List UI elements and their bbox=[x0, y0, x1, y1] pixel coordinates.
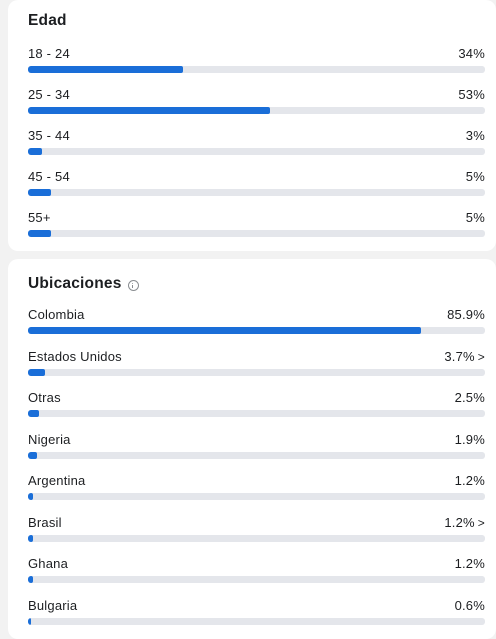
row-value: 34% bbox=[458, 46, 485, 61]
age-title: Edad bbox=[28, 12, 67, 30]
location-row: Nigeria 1.9% bbox=[28, 432, 485, 464]
row-label: Otras bbox=[28, 390, 61, 405]
row-value-text: 0.6% bbox=[454, 597, 485, 613]
progress-bar-fill bbox=[28, 327, 421, 334]
progress-bar-track bbox=[28, 576, 485, 583]
row-value-text: 1.2% bbox=[454, 473, 485, 488]
row-value: 85.9% bbox=[447, 307, 485, 322]
location-row: Ghana 1.2% bbox=[28, 556, 485, 588]
row-label: Bulgaria bbox=[28, 597, 78, 613]
progress-bar-fill bbox=[28, 368, 45, 376]
age-row: 45 - 54 5% bbox=[28, 169, 485, 201]
row-label: 55+ bbox=[28, 210, 51, 225]
info-icon[interactable] bbox=[127, 279, 139, 291]
row-label: 18 - 24 bbox=[28, 46, 70, 61]
row-value-text: 85.9% bbox=[447, 307, 485, 322]
progress-bar-track bbox=[28, 493, 485, 500]
row-value: 5% bbox=[466, 210, 485, 225]
row-label: Estados Unidos bbox=[28, 348, 122, 364]
row-value-text: 5% bbox=[465, 210, 485, 225]
chevron-right-icon[interactable]: > bbox=[477, 515, 485, 530]
age-row: 35 - 44 3% bbox=[28, 128, 485, 160]
progress-bar-track bbox=[28, 107, 485, 114]
location-row: Argentina 1.2% bbox=[28, 473, 485, 505]
row-value: 53% bbox=[458, 87, 485, 102]
progress-bar-fill bbox=[28, 66, 184, 73]
progress-bar-fill bbox=[28, 534, 34, 542]
progress-bar-track bbox=[28, 230, 485, 237]
age-card: Edad 18 - 24 34% 25 - 34 53% 35 - 44 3% 45 - 5… bbox=[8, 0, 496, 251]
row-value-text: 1.2% bbox=[454, 556, 485, 571]
progress-bar-fill bbox=[28, 230, 51, 237]
age-row: 18 - 24 34% bbox=[28, 46, 485, 78]
progress-bar-fill bbox=[28, 189, 51, 196]
location-row[interactable]: Estados Unidos 3.7% > bbox=[28, 349, 485, 381]
locations-title: Ubicaciones bbox=[28, 275, 139, 293]
progress-bar-track bbox=[28, 534, 485, 542]
progress-bar-fill bbox=[28, 107, 271, 114]
progress-bar-track bbox=[28, 617, 485, 625]
age-title-text: Edad bbox=[28, 12, 67, 29]
row-value-text: 1.9% bbox=[454, 431, 485, 447]
progress-bar-fill bbox=[28, 493, 34, 500]
row-value: 2.5% bbox=[455, 390, 485, 405]
row-label: 45 - 54 bbox=[28, 169, 70, 184]
progress-bar-track bbox=[28, 368, 485, 376]
row-value-text: 1.2% bbox=[444, 514, 475, 530]
progress-bar-track bbox=[28, 410, 485, 417]
chevron-right-icon[interactable]: > bbox=[477, 349, 485, 364]
row-label: Brasil bbox=[28, 514, 62, 530]
row-value-text: 34% bbox=[458, 46, 485, 61]
progress-bar-fill bbox=[28, 148, 42, 155]
row-label: Argentina bbox=[28, 473, 86, 488]
row-value: 5% bbox=[466, 169, 485, 184]
location-row: Bulgaria 0.6% bbox=[28, 598, 485, 630]
row-label: 25 - 34 bbox=[28, 87, 70, 102]
progress-bar-track bbox=[28, 327, 485, 334]
row-value-text: 3% bbox=[465, 128, 485, 143]
progress-bar-fill bbox=[28, 451, 37, 459]
row-value: 1.2% > bbox=[444, 515, 485, 530]
row-label: Nigeria bbox=[28, 431, 71, 447]
locations-card: Ubicaciones Colombia 85.9% Estados Unidos 3… bbox=[8, 259, 496, 639]
location-row: Otras 2.5% bbox=[28, 390, 485, 422]
location-row[interactable]: Brasil 1.2% > bbox=[28, 515, 485, 547]
age-row: 25 - 34 53% bbox=[28, 87, 485, 119]
row-label: Colombia bbox=[28, 307, 85, 322]
age-row: 55+ 5% bbox=[28, 210, 485, 242]
row-value: 1.9% bbox=[455, 432, 485, 447]
progress-bar-track bbox=[28, 451, 485, 459]
location-row: Colombia 85.9% bbox=[28, 307, 485, 339]
row-value: 0.6% bbox=[455, 598, 485, 613]
row-label: 35 - 44 bbox=[28, 128, 70, 143]
progress-bar-fill bbox=[28, 410, 40, 417]
row-label: Ghana bbox=[28, 556, 69, 571]
row-value: 1.2% bbox=[455, 556, 485, 571]
row-value-text: 3.7% bbox=[444, 348, 475, 364]
progress-bar-fill bbox=[28, 617, 31, 625]
row-value-text: 53% bbox=[458, 87, 485, 102]
progress-bar-track bbox=[28, 148, 485, 155]
progress-bar-track bbox=[28, 66, 485, 73]
progress-bar-track bbox=[28, 189, 485, 196]
row-value: 3% bbox=[466, 128, 485, 143]
row-value: 1.2% bbox=[455, 473, 485, 488]
progress-bar-fill bbox=[28, 576, 34, 583]
row-value-text: 5% bbox=[465, 169, 485, 184]
row-value: 3.7% > bbox=[444, 349, 485, 364]
row-value-text: 2.5% bbox=[454, 390, 485, 405]
locations-title-text: Ubicaciones bbox=[28, 275, 122, 292]
